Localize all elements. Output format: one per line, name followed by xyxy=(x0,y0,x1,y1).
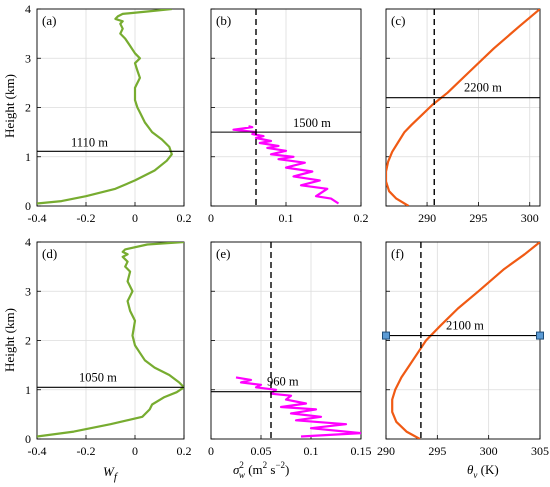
x-axis-title-d-main: W xyxy=(103,464,115,479)
x-tick-label: 0.05 xyxy=(251,444,272,458)
y-tick-label: 0 xyxy=(25,199,31,213)
y-tick-label: 1 xyxy=(25,383,31,397)
panel-e: 0 0.05 0.1 0.15 960 m (e) xyxy=(208,241,372,458)
y-tick-label: 0 xyxy=(25,432,31,446)
x-axis-title-f-sub: v xyxy=(473,470,477,480)
x-axis-title-e-units-sup1: 2 xyxy=(263,460,268,470)
y-tick-label: 1 xyxy=(25,150,31,164)
panel-label: (c) xyxy=(391,13,405,28)
x-axis-title-f: θv (K) xyxy=(467,462,499,480)
x-tick-label: 0.1 xyxy=(304,444,319,458)
panel-label: (b) xyxy=(216,13,231,28)
panel-b: 0 0.1 0.2 1500 m (b) xyxy=(208,8,369,225)
x-tick-label: -0.4 xyxy=(28,211,47,225)
x-axis-title-e-units-mid: s xyxy=(267,462,275,477)
panel-label: (e) xyxy=(216,246,230,261)
x-tick-label: 0.2 xyxy=(177,211,192,225)
x-axis-title-e-units-close: ) xyxy=(285,462,289,477)
x-axis-title-f-theta: θ xyxy=(467,462,474,477)
boundary-layer-height-label: 2100 m xyxy=(446,319,484,333)
x-tick-label: -0.4 xyxy=(28,444,47,458)
y-tick-label: 2 xyxy=(25,101,31,115)
boundary-layer-height-label: 960 m xyxy=(267,375,299,389)
line-end-marker xyxy=(382,331,390,340)
line-end-marker xyxy=(536,331,544,340)
x-tick-label: 290 xyxy=(377,444,395,458)
panel-f: 290 295 300 305 2100 m (f) xyxy=(377,241,549,458)
x-axis-title-e-sigma: σ xyxy=(233,462,240,477)
y-tick-label: 2 xyxy=(25,334,31,348)
x-tick-label: 295 xyxy=(428,444,446,458)
panel-label: (f) xyxy=(391,246,404,261)
series-line xyxy=(232,125,340,205)
x-tick-label: 0 xyxy=(208,444,214,458)
series-line xyxy=(37,9,173,205)
x-tick-label: 300 xyxy=(480,444,498,458)
x-axis-title-e: σ2 w (m2 s−2) xyxy=(233,460,289,480)
x-tick-label: 0.2 xyxy=(354,211,369,225)
panel-d: -0.4 -0.2 0 0.2 0 1 2 3 4 1050 m (d) xyxy=(25,235,192,458)
x-axis-title-f-units: (K) xyxy=(477,462,498,477)
panel-label: (a) xyxy=(42,13,56,28)
boundary-layer-height-label: 2200 m xyxy=(464,81,502,95)
series-line xyxy=(37,242,184,438)
x-tick-label: 0 xyxy=(208,211,214,225)
x-tick-label: 290 xyxy=(418,211,436,225)
y-axis-title-top: Height (km) xyxy=(2,74,17,138)
x-tick-label: 300 xyxy=(521,211,539,225)
panel-label: (d) xyxy=(42,246,57,261)
panel-a: -0.4 -0.2 0 0.2 0 1 2 3 4 1110 m (a) xyxy=(25,2,192,225)
x-axis-title-d-sub: f xyxy=(114,471,119,483)
y-tick-label: 3 xyxy=(25,284,31,298)
x-tick-label: 305 xyxy=(531,444,549,458)
boundary-layer-height-label: 1050 m xyxy=(79,370,117,384)
x-tick-label: 0 xyxy=(132,211,138,225)
x-axis-title-e-sub: w xyxy=(239,470,245,480)
x-tick-label: -0.2 xyxy=(77,444,96,458)
x-axis-title-e-units-open: (m xyxy=(245,462,263,477)
series-line xyxy=(391,242,540,439)
series-line xyxy=(235,376,361,438)
x-axis-title-e-sup: 2 xyxy=(239,460,244,470)
y-tick-label: 4 xyxy=(25,2,31,16)
x-tick-label: -0.2 xyxy=(77,211,96,225)
x-tick-label: 0 xyxy=(132,444,138,458)
x-tick-label: 0.15 xyxy=(351,444,372,458)
x-tick-label: 295 xyxy=(469,211,487,225)
y-tick-label: 4 xyxy=(25,235,31,249)
x-axis-title-d: Wf xyxy=(103,464,119,483)
boundary-layer-height-label: 1500 m xyxy=(293,116,331,130)
series-line xyxy=(386,9,540,206)
x-tick-label: 0.1 xyxy=(279,211,294,225)
x-tick-label: 0.2 xyxy=(177,444,192,458)
x-axis-title-e-units-sup2: −2 xyxy=(275,460,285,470)
y-tick-label: 3 xyxy=(25,51,31,65)
boundary-layer-height-label: 1110 m xyxy=(71,135,108,149)
y-axis-title-bottom: Height (km) xyxy=(2,308,17,372)
panel-c: 290 295 300 2200 m (c) xyxy=(385,8,541,225)
